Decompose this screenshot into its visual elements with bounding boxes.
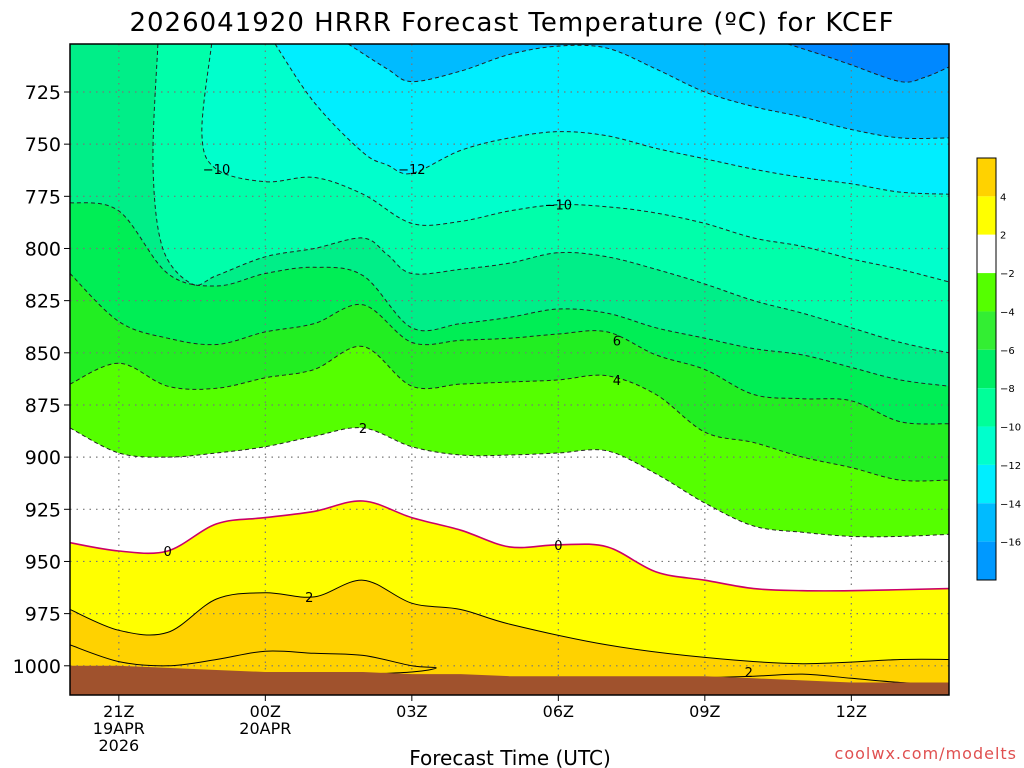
y-tick-label: 750 bbox=[25, 134, 61, 156]
colorbar-bin bbox=[977, 464, 996, 504]
contour-line bbox=[70, 202, 949, 387]
x-tick-label: 03Z bbox=[396, 702, 427, 721]
colorbar-bin bbox=[977, 426, 996, 465]
contour-label: −10 bbox=[203, 163, 230, 178]
chart-title: 2026041920 HRRR Forecast Temperature (ºC… bbox=[129, 8, 894, 38]
colorbar-bin bbox=[977, 234, 996, 274]
contour-label: 2 bbox=[305, 591, 313, 606]
y-tick-label: 775 bbox=[25, 186, 61, 208]
y-tick-label: 950 bbox=[25, 551, 61, 573]
contour-label: 2 bbox=[359, 422, 367, 437]
ground-surface bbox=[70, 665, 949, 695]
y-tick-label: 1000 bbox=[13, 656, 61, 678]
colorbar-tick-label: −10 bbox=[1000, 423, 1021, 434]
contour-line bbox=[70, 273, 949, 425]
colorbar-bin bbox=[977, 503, 996, 542]
y-tick-label: 975 bbox=[25, 604, 61, 626]
fill-band-above-m18 bbox=[787, 44, 949, 83]
credit-text: coolwx.com/modelts bbox=[835, 744, 1017, 763]
colorbar-tick-label: −12 bbox=[1000, 461, 1021, 472]
y-tick-label: 900 bbox=[25, 447, 61, 469]
colorbar-tick-label: −14 bbox=[1000, 499, 1021, 510]
colorbar-bin bbox=[977, 196, 996, 235]
contour-line bbox=[348, 44, 949, 140]
colorbar-tick-label: −2 bbox=[1000, 269, 1015, 280]
x-tick-label: 12Z bbox=[836, 702, 867, 721]
fill-band-above-m16 bbox=[348, 44, 949, 139]
colorbar-tick-label: 4 bbox=[1000, 192, 1006, 203]
contour-label: −10 bbox=[545, 199, 572, 214]
contour-line bbox=[70, 345, 949, 482]
colorbar-bin bbox=[977, 349, 996, 389]
colorbar-bin bbox=[977, 388, 996, 427]
colorbar-tick-label: −16 bbox=[1000, 538, 1021, 549]
contour-line bbox=[787, 44, 949, 83]
x-tick-label: 06Z bbox=[543, 702, 574, 721]
contour-label: −12 bbox=[398, 163, 425, 178]
contour-label: 4 bbox=[613, 374, 621, 389]
colorbar-bin bbox=[977, 541, 996, 580]
x-tick-label: 20APR bbox=[239, 719, 291, 738]
contour-label: 0 bbox=[164, 545, 172, 560]
x-tick-label: 09Z bbox=[689, 702, 720, 721]
colorbar-tick-label: −6 bbox=[1000, 346, 1015, 357]
y-tick-label: 875 bbox=[25, 395, 61, 417]
colorbar-bin bbox=[977, 158, 996, 197]
plot-area: −10 −12 −10 6 4 2 0 0 2 2 725 750 775 800 825 850 875 900… bbox=[13, 43, 950, 755]
x-tick-label: 19APR bbox=[93, 719, 145, 738]
contour-label: 0 bbox=[554, 539, 562, 554]
plot-frame bbox=[69, 43, 950, 696]
contour-line bbox=[70, 427, 949, 538]
field-layer bbox=[70, 44, 949, 695]
colorbar-bin bbox=[977, 273, 996, 312]
x-tick-label: 21Z bbox=[103, 702, 134, 721]
contour-line bbox=[70, 644, 437, 675]
colorbar: 4 2 −2 −4 −6 −8 −10 −12 −14 −16 bbox=[976, 157, 1021, 581]
y-tick-label: 725 bbox=[25, 82, 61, 104]
x-axis-label: Forecast Time (UTC) bbox=[409, 746, 611, 768]
contour-line bbox=[70, 500, 949, 592]
x-tick-label: 00Z bbox=[250, 702, 281, 721]
colorbar-tick-label: −8 bbox=[1000, 384, 1015, 395]
fill-warm-pocket bbox=[70, 644, 437, 675]
contour-line bbox=[274, 44, 949, 195]
contour-line bbox=[70, 579, 949, 665]
y-tick-label: 850 bbox=[25, 343, 61, 365]
colorbar-bin bbox=[977, 311, 996, 350]
contour-label: 2 bbox=[745, 666, 753, 681]
y-tick-label: 800 bbox=[25, 238, 61, 260]
contour-label: 6 bbox=[613, 334, 621, 349]
x-tick-label: 2026 bbox=[98, 736, 139, 755]
colorbar-tick-label: 2 bbox=[1000, 231, 1006, 242]
colorbar-frame bbox=[976, 157, 997, 581]
y-tick-label: 925 bbox=[25, 499, 61, 521]
contour-line bbox=[201, 44, 949, 283]
y-tick-label: 825 bbox=[25, 291, 61, 313]
colorbar-tick-label: −4 bbox=[1000, 307, 1015, 318]
